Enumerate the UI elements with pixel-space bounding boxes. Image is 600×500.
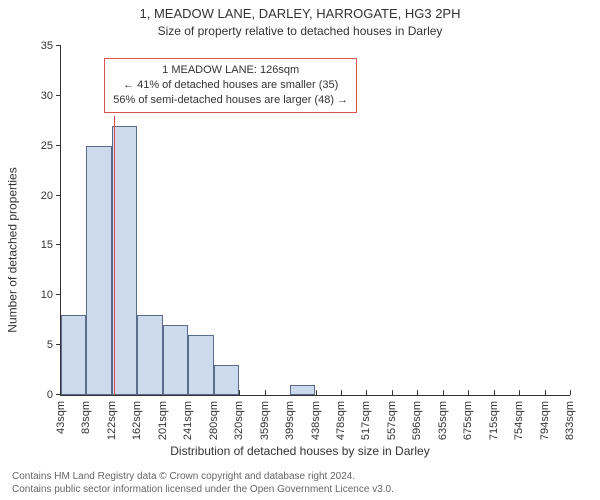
annotation-line: ← 41% of detached houses are smaller (35… xyxy=(113,78,348,93)
plot-area: 0510152025303543sqm83sqm122sqm162sqm201s… xyxy=(60,46,570,396)
histogram-bar xyxy=(290,385,315,395)
x-tick: 399sqm xyxy=(284,395,296,440)
chart-title: 1, MEADOW LANE, DARLEY, HARROGATE, HG3 2… xyxy=(0,6,600,21)
y-axis-label-text: Number of detached properties xyxy=(6,167,20,332)
annotation-box: 1 MEADOW LANE: 126sqm← 41% of detached h… xyxy=(104,58,357,113)
x-tick: 438sqm xyxy=(310,395,322,440)
y-tick: 10 xyxy=(29,289,61,301)
x-tick: 675sqm xyxy=(462,395,474,440)
x-tick: 557sqm xyxy=(386,395,398,440)
x-tick: 280sqm xyxy=(208,395,220,440)
histogram-bar xyxy=(163,325,188,395)
x-tick: 162sqm xyxy=(131,395,143,440)
annotation-line: 56% of semi-detached houses are larger (… xyxy=(113,93,348,108)
x-tick: 83sqm xyxy=(80,395,92,434)
x-tick: 596sqm xyxy=(411,395,423,440)
y-axis-label: Number of detached properties xyxy=(0,0,28,500)
x-tick: 754sqm xyxy=(513,395,525,440)
footer-line: Contains public sector information licen… xyxy=(12,483,394,496)
x-tick: 359sqm xyxy=(259,395,271,440)
y-tick: 30 xyxy=(29,90,61,102)
x-tick: 122sqm xyxy=(106,395,118,440)
histogram-bar xyxy=(137,315,162,395)
x-tick: 241sqm xyxy=(182,395,194,440)
y-tick: 15 xyxy=(29,239,61,251)
histogram-bar xyxy=(188,335,213,395)
x-tick: 517sqm xyxy=(360,395,372,440)
y-tick: 5 xyxy=(29,339,61,351)
histogram-bar xyxy=(214,365,239,395)
reference-line xyxy=(114,116,115,395)
footer-line: Contains HM Land Registry data © Crown c… xyxy=(12,470,394,483)
x-tick: 635sqm xyxy=(437,395,449,440)
y-tick: 35 xyxy=(29,40,61,52)
y-tick: 25 xyxy=(29,140,61,152)
y-tick: 20 xyxy=(29,190,61,202)
chart-subtitle: Size of property relative to detached ho… xyxy=(0,24,600,38)
x-tick: 201sqm xyxy=(157,395,169,440)
histogram-bar xyxy=(61,315,86,395)
x-tick: 43sqm xyxy=(55,395,67,434)
x-tick: 715sqm xyxy=(488,395,500,440)
footer-attribution: Contains HM Land Registry data © Crown c… xyxy=(12,470,394,496)
histogram-bar xyxy=(112,126,137,395)
x-tick: 833sqm xyxy=(564,395,576,440)
x-tick: 478sqm xyxy=(335,395,347,440)
histogram-bar xyxy=(86,146,111,395)
x-axis-label: Distribution of detached houses by size … xyxy=(0,444,600,458)
x-tick: 794sqm xyxy=(539,395,551,440)
annotation-line: 1 MEADOW LANE: 126sqm xyxy=(113,63,348,78)
x-tick: 320sqm xyxy=(233,395,245,440)
figure: 1, MEADOW LANE, DARLEY, HARROGATE, HG3 2… xyxy=(0,0,600,500)
